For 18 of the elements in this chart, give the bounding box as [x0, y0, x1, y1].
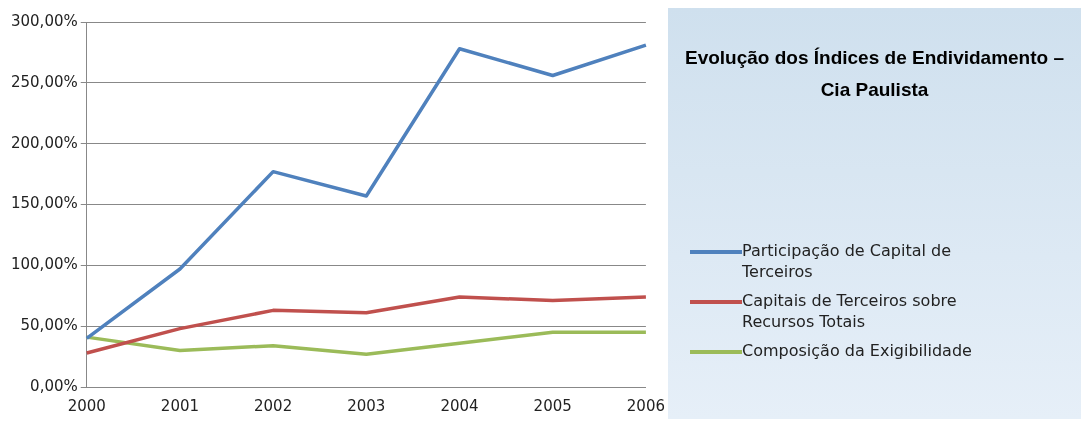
legend-label: Capitais de Terceiros sobre Recursos Totais	[742, 290, 958, 332]
x-tick-label: 2001	[160, 396, 200, 415]
legend-label: Composição da Exigibilidade	[742, 340, 973, 361]
x-tick-label: 2000	[67, 396, 106, 415]
x-tick-label: 2002	[254, 396, 293, 415]
text: Evolução dos Índices de Endividamento – Cia Paulista	[683, 46, 1065, 102]
legend-label: Participação de Capital de Terceiros	[742, 240, 952, 282]
y-tick-label: 250,00%	[10, 72, 78, 91]
x-tick-label: 2005	[533, 396, 572, 415]
x-tick-label: 2003	[347, 396, 386, 415]
y-tick-label: 300,00%	[10, 11, 78, 30]
y-tick-label: 0,00%	[30, 376, 78, 395]
y-tick-label: 100,00%	[10, 255, 78, 274]
y-tick-label: 50,00%	[20, 316, 78, 335]
x-tick-label: 2006	[626, 396, 666, 415]
x-tick-label: 2004	[440, 396, 479, 415]
y-tick-label: 200,00%	[10, 133, 78, 152]
y-tick-label: 150,00%	[10, 194, 78, 213]
